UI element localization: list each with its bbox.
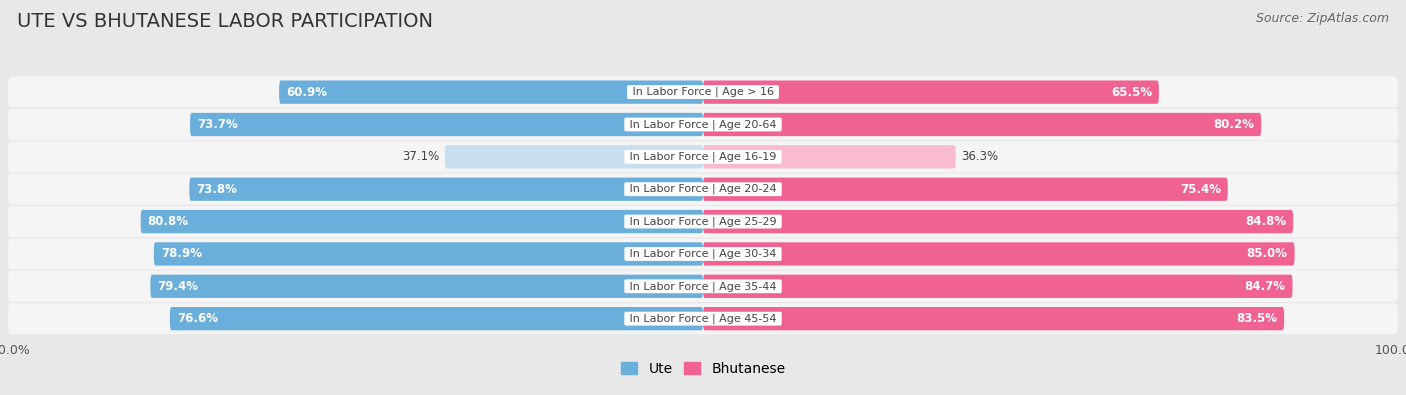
Text: 37.1%: 37.1% bbox=[402, 150, 439, 164]
FancyBboxPatch shape bbox=[703, 145, 956, 169]
Text: In Labor Force | Age 30-34: In Labor Force | Age 30-34 bbox=[626, 249, 780, 259]
Legend: Ute, Bhutanese: Ute, Bhutanese bbox=[614, 356, 792, 381]
FancyBboxPatch shape bbox=[8, 174, 1398, 205]
Text: 65.5%: 65.5% bbox=[1111, 86, 1152, 99]
FancyBboxPatch shape bbox=[703, 81, 1159, 104]
FancyBboxPatch shape bbox=[703, 210, 1294, 233]
FancyBboxPatch shape bbox=[8, 109, 1398, 140]
Text: In Labor Force | Age 20-64: In Labor Force | Age 20-64 bbox=[626, 119, 780, 130]
Text: 85.0%: 85.0% bbox=[1247, 247, 1288, 260]
Text: 73.8%: 73.8% bbox=[197, 183, 238, 196]
Text: In Labor Force | Age 35-44: In Labor Force | Age 35-44 bbox=[626, 281, 780, 292]
FancyBboxPatch shape bbox=[8, 141, 1398, 172]
FancyBboxPatch shape bbox=[703, 275, 1292, 298]
Text: 84.8%: 84.8% bbox=[1246, 215, 1286, 228]
Text: In Labor Force | Age 20-24: In Labor Force | Age 20-24 bbox=[626, 184, 780, 194]
Text: 80.8%: 80.8% bbox=[148, 215, 188, 228]
FancyBboxPatch shape bbox=[170, 307, 703, 330]
Text: In Labor Force | Age 45-54: In Labor Force | Age 45-54 bbox=[626, 313, 780, 324]
Text: In Labor Force | Age 16-19: In Labor Force | Age 16-19 bbox=[626, 152, 780, 162]
Text: In Labor Force | Age > 16: In Labor Force | Age > 16 bbox=[628, 87, 778, 98]
Text: 76.6%: 76.6% bbox=[177, 312, 218, 325]
FancyBboxPatch shape bbox=[153, 242, 703, 265]
FancyBboxPatch shape bbox=[444, 145, 703, 169]
Text: 83.5%: 83.5% bbox=[1236, 312, 1277, 325]
FancyBboxPatch shape bbox=[8, 303, 1398, 334]
FancyBboxPatch shape bbox=[703, 178, 1227, 201]
FancyBboxPatch shape bbox=[8, 271, 1398, 302]
Text: 84.7%: 84.7% bbox=[1244, 280, 1285, 293]
FancyBboxPatch shape bbox=[280, 81, 703, 104]
FancyBboxPatch shape bbox=[141, 210, 703, 233]
Text: 60.9%: 60.9% bbox=[285, 86, 328, 99]
FancyBboxPatch shape bbox=[8, 77, 1398, 108]
Text: 79.4%: 79.4% bbox=[157, 280, 198, 293]
FancyBboxPatch shape bbox=[150, 275, 703, 298]
Text: 78.9%: 78.9% bbox=[160, 247, 202, 260]
FancyBboxPatch shape bbox=[8, 206, 1398, 237]
Text: 73.7%: 73.7% bbox=[197, 118, 238, 131]
Text: Source: ZipAtlas.com: Source: ZipAtlas.com bbox=[1256, 12, 1389, 25]
FancyBboxPatch shape bbox=[703, 307, 1284, 330]
FancyBboxPatch shape bbox=[703, 113, 1261, 136]
Text: 36.3%: 36.3% bbox=[962, 150, 998, 164]
FancyBboxPatch shape bbox=[190, 113, 703, 136]
Text: UTE VS BHUTANESE LABOR PARTICIPATION: UTE VS BHUTANESE LABOR PARTICIPATION bbox=[17, 12, 433, 31]
FancyBboxPatch shape bbox=[190, 178, 703, 201]
Text: In Labor Force | Age 25-29: In Labor Force | Age 25-29 bbox=[626, 216, 780, 227]
FancyBboxPatch shape bbox=[703, 242, 1295, 265]
Text: 75.4%: 75.4% bbox=[1180, 183, 1220, 196]
FancyBboxPatch shape bbox=[8, 239, 1398, 269]
Text: 80.2%: 80.2% bbox=[1213, 118, 1254, 131]
